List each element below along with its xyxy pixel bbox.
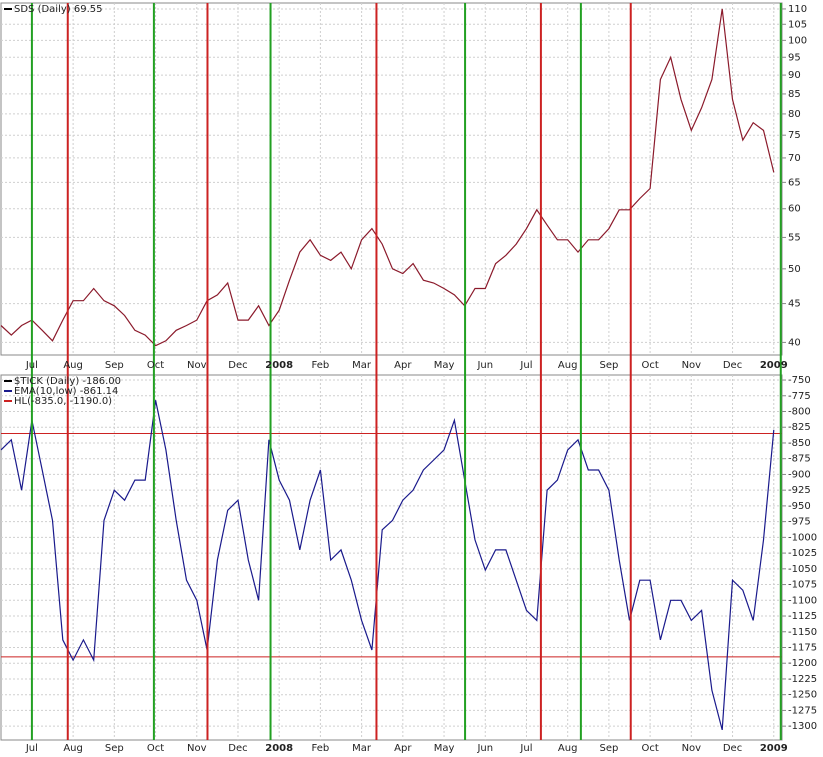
legend-label: HL(-835.0, -1190.0) xyxy=(14,396,112,407)
x-tick-label: Sep xyxy=(105,743,124,754)
y-tick-label: 70 xyxy=(788,153,801,164)
y-tick-label: 45 xyxy=(788,299,801,310)
x-tick-label: Apr xyxy=(394,743,412,754)
y-tick-label: -1275 xyxy=(788,705,817,716)
x-tick-label: Jul xyxy=(519,360,532,371)
y-tick-label: -1300 xyxy=(788,721,817,732)
x-tick-label: Mar xyxy=(352,743,372,754)
x-tick-label: Nov xyxy=(187,743,207,754)
x-tick-label: Oct xyxy=(641,360,658,371)
panel-frame xyxy=(0,2,783,356)
x-tick-label: Sep xyxy=(599,743,618,754)
mark-layer xyxy=(0,3,782,740)
x-tick-label: Oct xyxy=(641,743,658,754)
x-tick-label: Nov xyxy=(187,360,207,371)
y-tick-label: -750 xyxy=(788,375,811,386)
x-tick-label: Feb xyxy=(312,360,330,371)
y-tick-label: 85 xyxy=(788,89,801,100)
legend-label: EMA(10,low) -861.14 xyxy=(14,386,118,397)
x-tick-label: 2008 xyxy=(265,743,293,754)
y-tick-label: -1125 xyxy=(788,611,817,622)
y-tick-label: -1225 xyxy=(788,674,817,685)
grid-layer xyxy=(0,2,786,741)
panel-frame xyxy=(0,374,783,741)
y-tick-label: -875 xyxy=(788,454,811,465)
y-tick-label: -800 xyxy=(788,407,811,418)
y-tick-label: -925 xyxy=(788,485,811,496)
x-tick-label: Apr xyxy=(394,360,412,371)
x-tick-label: Mar xyxy=(352,360,372,371)
x-tick-label: Oct xyxy=(147,360,164,371)
x-tick-label: Nov xyxy=(682,360,702,371)
y-tick-label: -1050 xyxy=(788,564,817,575)
x-tick-label: Oct xyxy=(147,743,164,754)
y-tick-label: -900 xyxy=(788,469,811,480)
x-tick-label: Sep xyxy=(599,360,618,371)
y-tick-label: 65 xyxy=(788,177,801,188)
panel-title: SDS (Daily) 69.55 xyxy=(14,4,103,15)
x-tick-label: 2008 xyxy=(265,360,293,371)
y-tick-label: 80 xyxy=(788,109,801,120)
y-tick-label: -1100 xyxy=(788,595,817,606)
y-tick-label: -975 xyxy=(788,517,811,528)
x-tick-label: Jul xyxy=(25,360,38,371)
y-tick-label: -1000 xyxy=(788,532,817,543)
x-tick-label: Feb xyxy=(312,743,330,754)
x-tick-label: 2009 xyxy=(760,743,788,754)
x-tick-label: Aug xyxy=(63,743,83,754)
y-tick-label: 75 xyxy=(788,130,801,141)
y-tick-label: 105 xyxy=(788,19,807,30)
x-tick-label: Aug xyxy=(558,743,578,754)
y-tick-label: 90 xyxy=(788,70,801,81)
series-line xyxy=(0,8,775,347)
y-tick-label: -950 xyxy=(788,501,811,512)
y-tick-label: 100 xyxy=(788,35,807,46)
x-tick-label: Jul xyxy=(519,743,532,754)
x-tick-label: Dec xyxy=(723,743,742,754)
y-tick-label: -1250 xyxy=(788,690,817,701)
x-tick-label: May xyxy=(434,360,455,371)
series-line xyxy=(0,400,775,731)
x-tick-label: Dec xyxy=(228,743,247,754)
x-tick-label: Jul xyxy=(25,743,38,754)
panel-title: $TICK (Daily) -186.00 xyxy=(14,376,121,387)
x-tick-label: Dec xyxy=(723,360,742,371)
y-tick-label: -1175 xyxy=(788,642,817,653)
x-tick-label: Dec xyxy=(228,360,247,371)
x-tick-label: Jun xyxy=(476,360,493,371)
y-tick-label: -850 xyxy=(788,438,811,449)
x-tick-label: Sep xyxy=(105,360,124,371)
y-tick-label: -1200 xyxy=(788,658,817,669)
x-tick-label: Nov xyxy=(682,743,702,754)
y-tick-label: 110 xyxy=(788,4,807,15)
y-tick-label: 50 xyxy=(788,264,801,275)
y-tick-label: 40 xyxy=(788,337,801,348)
x-tick-label: Aug xyxy=(558,360,578,371)
y-tick-label: 95 xyxy=(788,52,801,63)
y-tick-label: -1150 xyxy=(788,627,817,638)
text-layer: 40 45 50 55 60 65 70 75 80 85 90 95 100 105 110 Jul Aug S… xyxy=(14,4,817,754)
x-tick-label: Jun xyxy=(476,743,493,754)
y-tick-label: -825 xyxy=(788,422,811,433)
y-tick-label: -1025 xyxy=(788,548,817,559)
x-tick-label: Aug xyxy=(63,360,83,371)
y-tick-label: 55 xyxy=(788,232,801,243)
y-tick-label: -1075 xyxy=(788,580,817,591)
y-tick-label: -775 xyxy=(788,391,811,402)
x-tick-label: May xyxy=(434,743,455,754)
x-tick-label: 2009 xyxy=(760,360,788,371)
y-tick-label: 60 xyxy=(788,204,801,215)
